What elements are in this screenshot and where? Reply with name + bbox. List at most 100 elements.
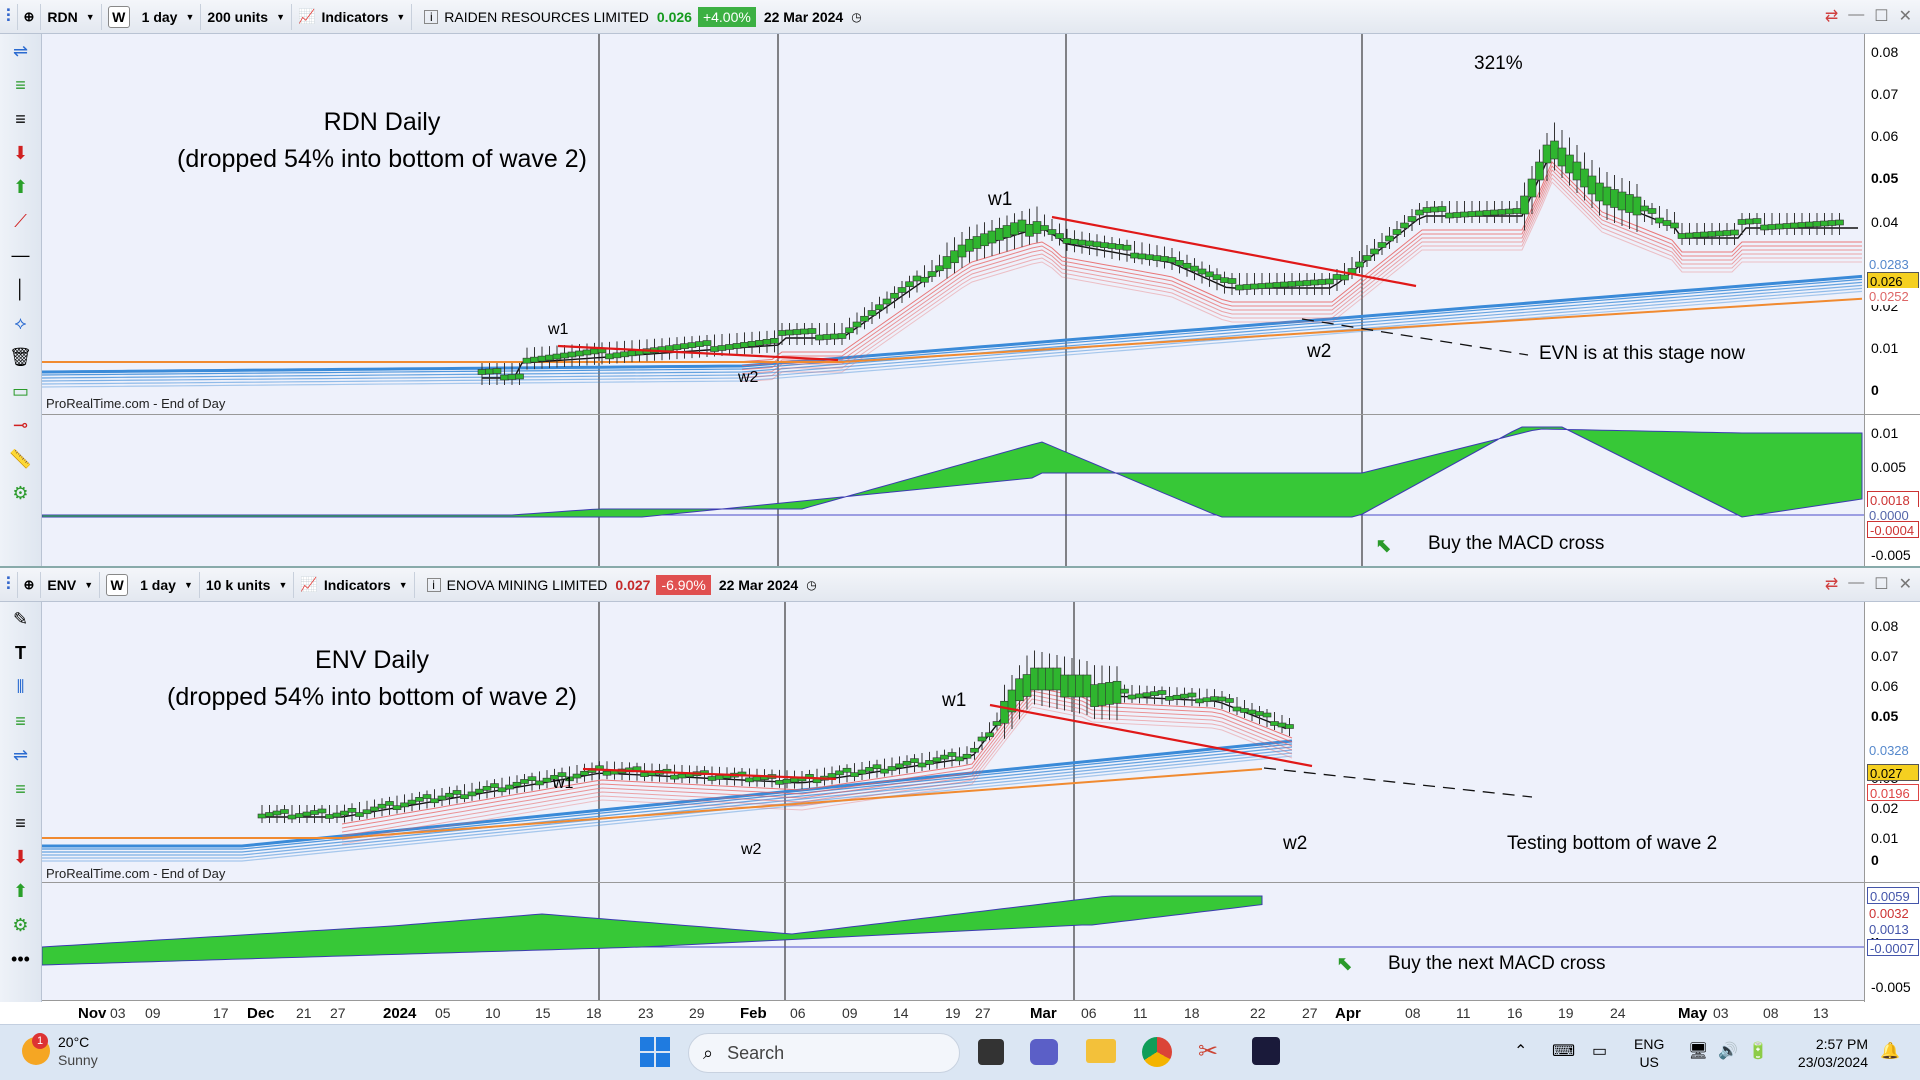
- fib-time-tool-icon[interactable]: ⫴: [16, 676, 25, 697]
- lock-icon[interactable]: ⊕: [18, 3, 42, 30]
- horizontal-line-tool-icon[interactable]: ⇌: [12, 744, 29, 765]
- timeframe-select[interactable]: 1 day ▼: [136, 3, 202, 30]
- down-arrow-tool-icon[interactable]: ⬇: [12, 142, 29, 163]
- snipping-tool-icon[interactable]: ✂: [1198, 1038, 1219, 1065]
- candle-body: [612, 352, 622, 359]
- fib-fan-tool-icon[interactable]: ≡: [15, 778, 26, 799]
- up-arrow-tool-icon[interactable]: ⬆: [12, 176, 29, 197]
- pencil-tool-icon[interactable]: ✎: [12, 608, 29, 629]
- data-source: ProRealTime.com - End of Day: [46, 396, 226, 411]
- maximize-icon[interactable]: ☐: [1874, 8, 1889, 25]
- candle-body: [1010, 222, 1019, 236]
- line-tool-icon[interactable]: ≡: [15, 108, 26, 129]
- indicators-button[interactable]: 📈 Indicators ▼: [292, 3, 413, 30]
- indicators-icon: 📈: [300, 576, 318, 592]
- candle-body: [1255, 711, 1264, 716]
- candle-body: [1160, 256, 1169, 262]
- rdn-macd-panel[interactable]: ⬉ Buy the MACD cross: [42, 414, 1864, 567]
- weather-widget[interactable]: 1 20°C Sunny: [22, 1033, 98, 1069]
- close-icon[interactable]: ✕: [1898, 8, 1912, 25]
- close-icon[interactable]: ✕: [1898, 576, 1912, 593]
- candle-body: [995, 227, 1004, 241]
- minimize-icon[interactable]: —: [1848, 574, 1865, 591]
- candle-body: [422, 794, 432, 799]
- task-view-icon[interactable]: [978, 1039, 1004, 1065]
- channel-tool-icon[interactable]: ⟡: [14, 312, 27, 333]
- symbol-select[interactable]: RDN ▼: [41, 3, 102, 30]
- w-button[interactable]: W: [107, 5, 130, 28]
- battery-icon[interactable]: 🔋: [1748, 1043, 1768, 1060]
- symbol-select[interactable]: ENV ▼: [41, 571, 101, 598]
- date-tick: 19: [1558, 1005, 1574, 1021]
- start-button[interactable]: [640, 1037, 670, 1067]
- info-icon[interactable]: i: [424, 9, 439, 24]
- env-price-axis[interactable]: 0.080.070.060.050.040.030.020.0100.03280…: [1864, 602, 1920, 882]
- units-select[interactable]: 10 k units ▼: [200, 571, 295, 598]
- hline-tool-icon[interactable]: —: [11, 244, 30, 265]
- prorealtime-icon[interactable]: [1252, 1037, 1280, 1065]
- down-arrow-tool-icon[interactable]: ⬇: [12, 846, 29, 867]
- candle-body: [415, 797, 424, 802]
- rdn-price-axis[interactable]: 0.080.070.060.050.040.030.020.0100.02830…: [1864, 34, 1920, 414]
- candle-body: [992, 721, 1002, 726]
- indicators-button[interactable]: 📈 Indicators ▼: [294, 571, 415, 598]
- notifications-bell-icon[interactable]: 🔔: [1880, 1043, 1900, 1060]
- minimize-icon[interactable]: —: [1848, 6, 1865, 23]
- candle-body: [830, 333, 839, 340]
- chart-type-icon[interactable]: ⫶: [0, 3, 18, 30]
- tray-chevron-icon[interactable]: ⌃: [1514, 1043, 1528, 1060]
- settings-icon[interactable]: ⚙: [12, 914, 29, 935]
- chrome-icon[interactable]: [1142, 1037, 1172, 1067]
- candle-body: [317, 808, 327, 814]
- touchpad-icon[interactable]: ▭: [1592, 1043, 1608, 1060]
- network-icon[interactable]: 🖥: [1688, 1043, 1709, 1060]
- candle-body: [332, 812, 342, 818]
- candle-body: [695, 341, 704, 347]
- change-badge: -6.90%: [656, 574, 711, 595]
- info-icon[interactable]: i: [426, 577, 441, 592]
- candle-body: [1062, 238, 1072, 244]
- fib-tool-icon[interactable]: ≡: [15, 710, 26, 731]
- stage-note: EVN is at this stage now: [1539, 343, 1745, 364]
- segment-tool-icon[interactable]: ⟋: [14, 210, 27, 231]
- units-select[interactable]: 200 units ▼: [201, 3, 293, 30]
- ruler-tool-icon[interactable]: 📏: [9, 448, 32, 469]
- file-explorer-icon[interactable]: [1086, 1039, 1116, 1063]
- line-tool-icon[interactable]: ≡: [15, 812, 26, 833]
- env-macd-panel[interactable]: ⬉ Buy the next MACD cross: [42, 882, 1864, 1003]
- meet-icon[interactable]: [1030, 1039, 1058, 1065]
- sync-icon[interactable]: ⇄: [1824, 576, 1839, 593]
- title-line-2: (dropped 54% into bottom of wave 2): [167, 683, 577, 711]
- up-arrow-tool-icon[interactable]: ⬆: [12, 880, 29, 901]
- timeframe-select[interactable]: 1 day ▼: [134, 571, 200, 598]
- sync-icon[interactable]: ⇄: [1824, 8, 1839, 25]
- text-tool-icon[interactable]: T: [15, 642, 26, 663]
- date-axis[interactable]: Nov 03 09 17 Dec 21 27 2024 05 10 15 18 23 29 Feb 06 09 1…: [42, 1000, 1864, 1024]
- candle-body: [1340, 274, 1349, 281]
- ray-tool-icon[interactable]: ⊸: [12, 414, 29, 435]
- language-indicator[interactable]: ENG US: [1634, 1035, 1664, 1071]
- settings-icon[interactable]: ⚙: [12, 482, 29, 503]
- volume-icon[interactable]: 🔊: [1718, 1043, 1738, 1060]
- clock[interactable]: 2:57 PM 23/03/2024: [1782, 1035, 1868, 1071]
- trash-icon[interactable]: 🗑: [9, 346, 32, 367]
- vline-tool-icon[interactable]: │: [14, 278, 27, 299]
- search-box[interactable]: ⌕ Search: [688, 1033, 960, 1073]
- chart-type-icon[interactable]: ⫶: [0, 571, 18, 598]
- candle-body: [762, 339, 772, 345]
- candle-body: [887, 766, 897, 771]
- more-icon[interactable]: •••: [11, 948, 30, 969]
- lock-icon[interactable]: ⊕: [18, 571, 42, 598]
- fib-tool-icon[interactable]: ≡: [15, 74, 26, 95]
- candle-body: [842, 767, 852, 773]
- keyboard-icon[interactable]: ⌨: [1552, 1043, 1576, 1060]
- rect-tool-icon[interactable]: ▭: [11, 380, 29, 401]
- horizontal-line-tool-icon[interactable]: ⇌: [12, 40, 29, 61]
- candle-body: [1002, 225, 1012, 238]
- rdn-price-panel[interactable]: RDN Daily (dropped 54% into bottom of wa…: [42, 34, 1864, 414]
- maximize-icon[interactable]: ☐: [1874, 576, 1889, 593]
- env-price-panel[interactable]: ENV Daily (dropped 54% into bottom of wa…: [42, 602, 1864, 882]
- w-button[interactable]: W: [106, 573, 129, 596]
